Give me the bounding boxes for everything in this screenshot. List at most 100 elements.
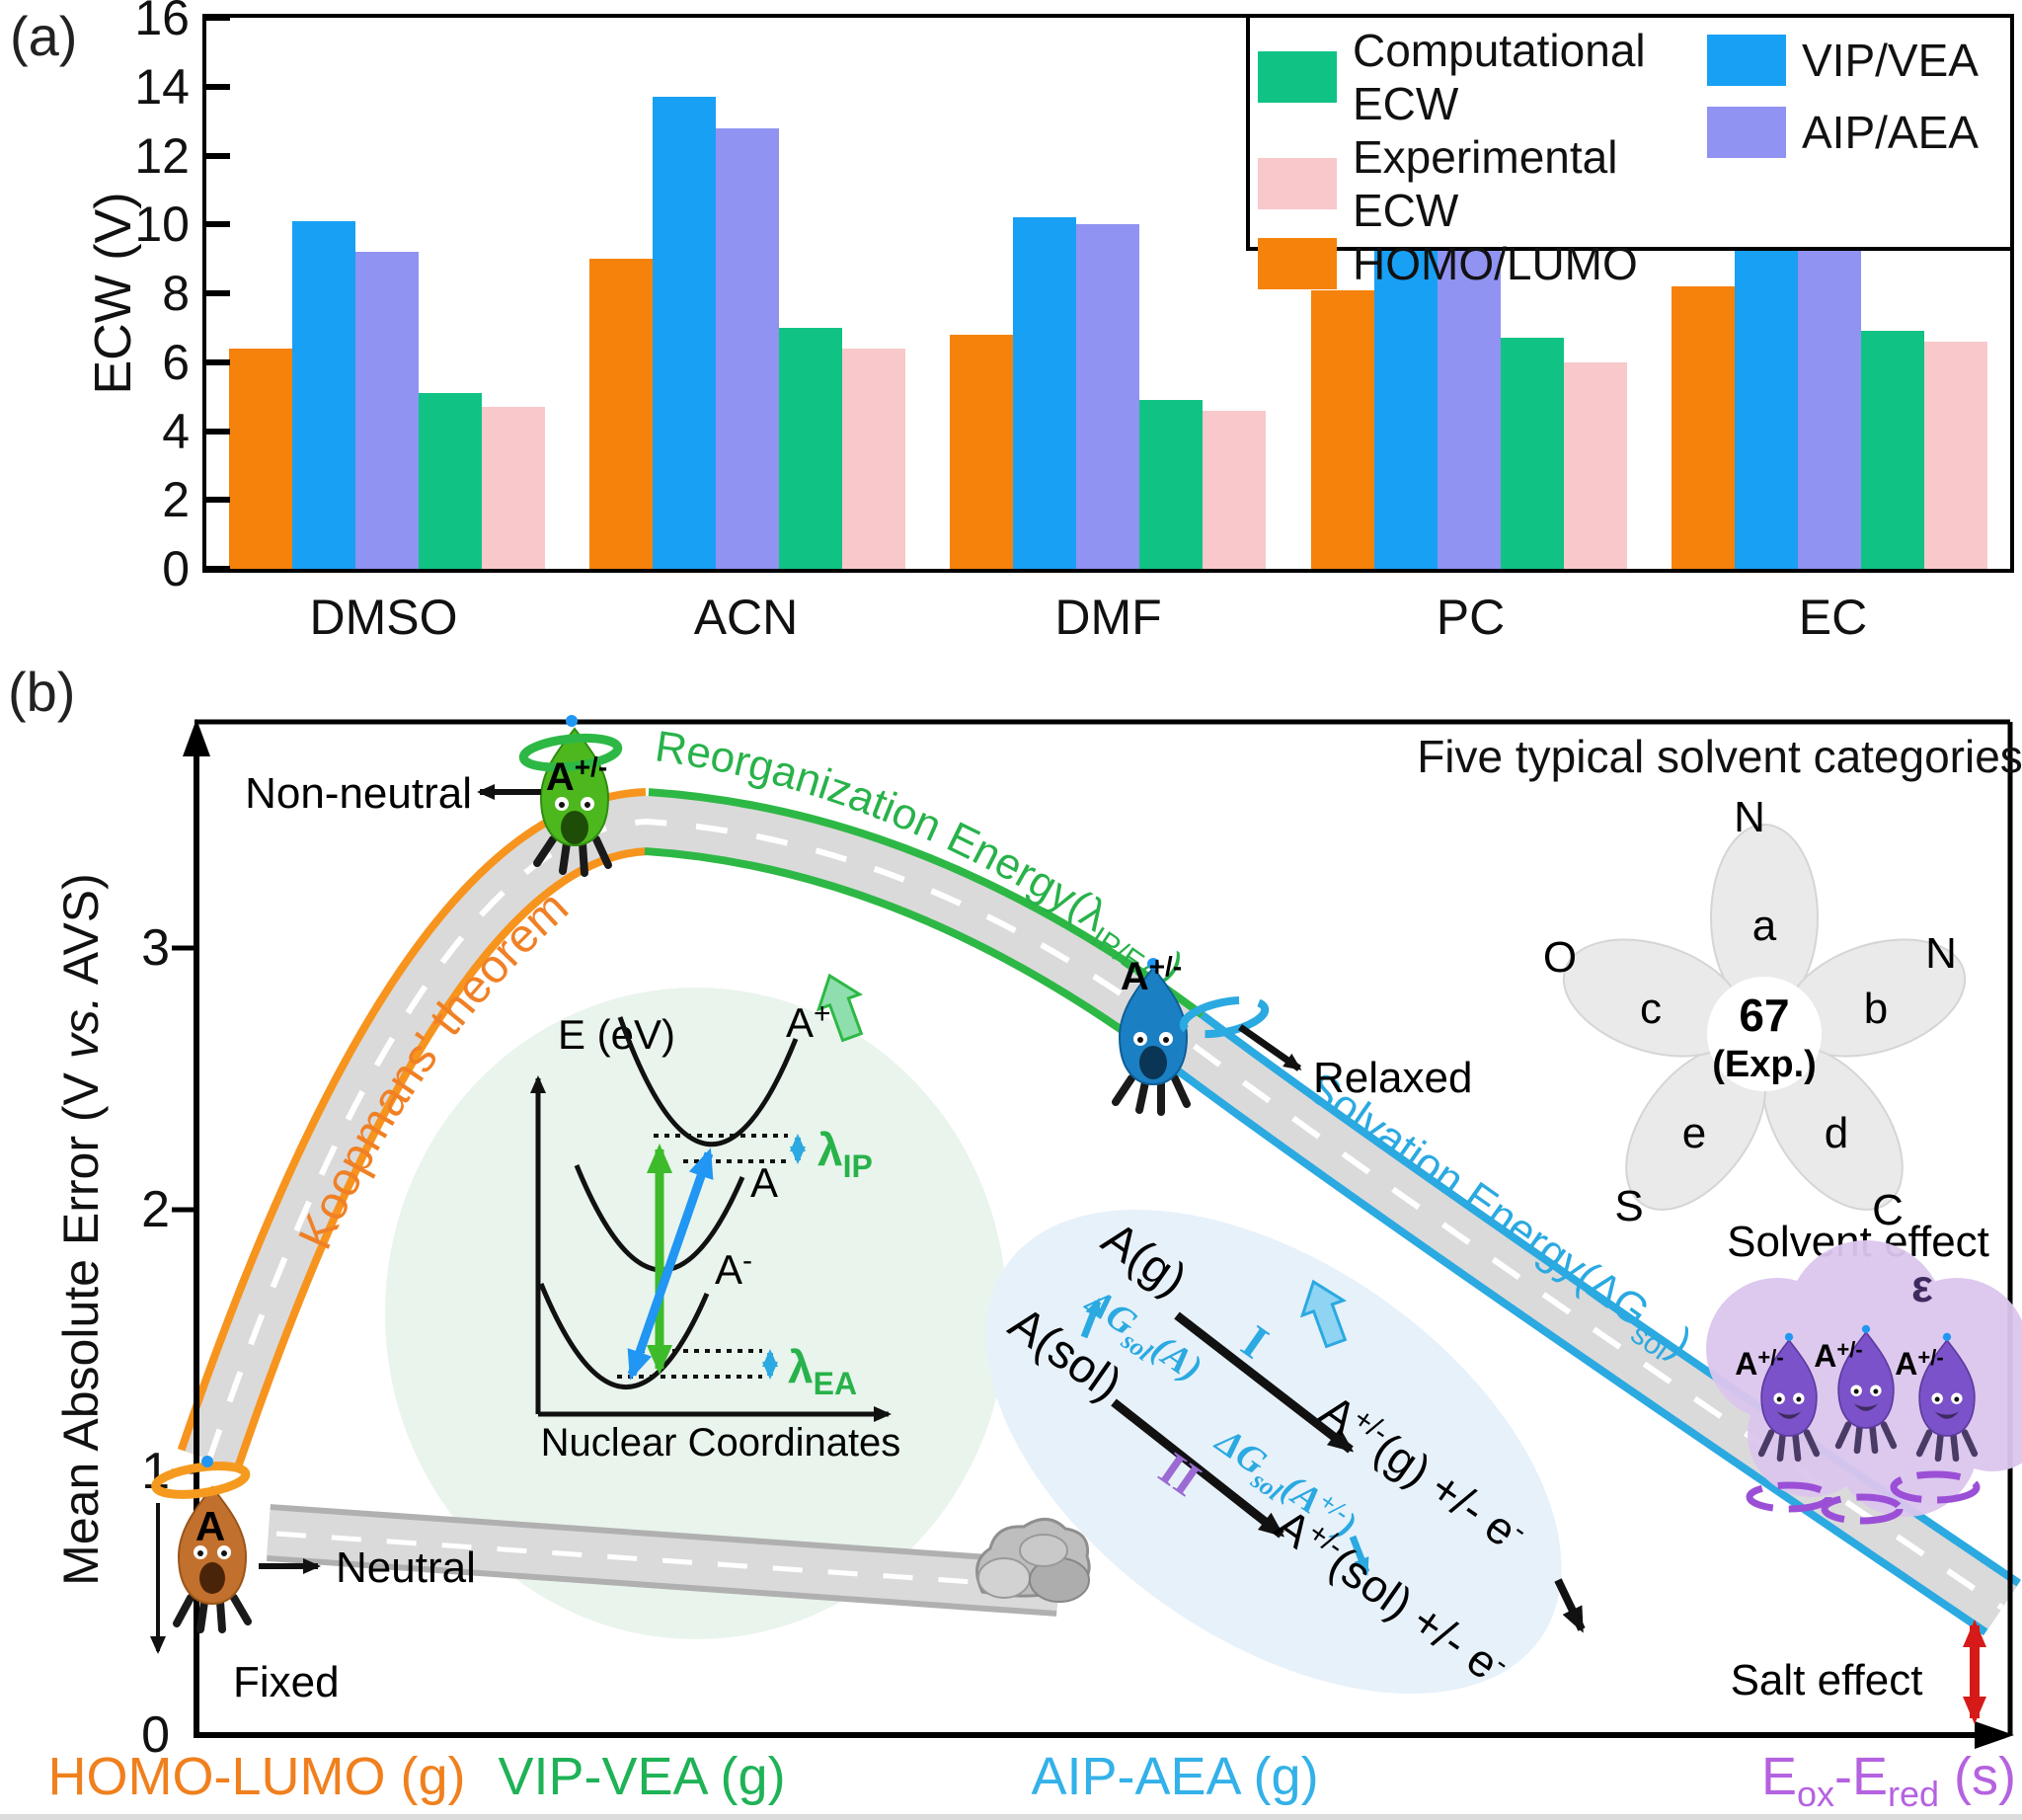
bar-chart-legend: Computational ECW Experimental ECW HOMO/…	[1246, 14, 2014, 289]
legend-swatch-computational-ecw	[1258, 51, 1337, 103]
body	[1760, 1338, 1818, 1437]
category-label-ACN: ACN	[693, 590, 799, 645]
x-label-vip-vea: VIP-VEA (g)	[498, 1747, 786, 1806]
fallen-rings-icon	[1746, 1470, 1981, 1525]
bar-group-DMF	[950, 217, 1267, 569]
y-tick-label-16: 16	[134, 0, 190, 45]
y-tick-mark-4	[206, 428, 230, 435]
bar-aip-aea-ACN	[716, 128, 780, 569]
bar-group-ACN	[589, 97, 906, 569]
lambda-ea-label: λEA	[788, 1341, 857, 1401]
ered-sub: red	[1888, 1773, 1940, 1814]
a-minus-label: A-	[715, 1244, 752, 1293]
y-tick-label-2: 2	[162, 472, 190, 528]
legend-label: HOMO/LUMO	[1353, 238, 1638, 289]
adiabatic-transition-arrow-blue	[627, 1147, 714, 1381]
non-neutral-ion-label: A+/-	[546, 752, 607, 799]
dgsol-ion-down-arrow	[1349, 1535, 1370, 1576]
road-y-tick-label-3: 3	[141, 919, 170, 977]
petal-tip-e: S	[1614, 1182, 1643, 1230]
body	[539, 727, 610, 847]
legend-item-homo-lumo: HOMO/LUMO	[1258, 237, 1707, 290]
y-tick-mark-12	[206, 152, 230, 159]
inset-energy-diagram: E (eV) Nuclear Coordinates A+ A A- λIP λ…	[530, 997, 901, 1464]
eox-e: E	[1760, 1747, 1797, 1806]
purple-ion-character-2	[1834, 1324, 1898, 1455]
scheme-arrow-step1	[1174, 1311, 1355, 1454]
petal-tip-c: O	[1543, 933, 1577, 982]
orange-neutral-character: A Neutral Fixed	[150, 1456, 476, 1706]
legend-item-aip-aea: AIP/AEA	[1707, 106, 2002, 159]
body	[1837, 1330, 1895, 1429]
road-y-tick-label-0: 0	[141, 1706, 170, 1764]
mouth	[1139, 1046, 1167, 1079]
salt-effect-label: Salt effect	[1731, 1656, 1923, 1704]
bar-homo-lumo-ACN	[589, 259, 654, 569]
legend-column-1: Computational ECW Experimental ECW HOMO/…	[1258, 24, 1707, 289]
ion-label-3: A+/-	[1895, 1345, 1943, 1382]
bar-experimental-ecw-PC	[1563, 362, 1627, 569]
bar-homo-lumo-PC	[1310, 290, 1374, 569]
eox-sub: ox	[1796, 1773, 1834, 1814]
y-tick-label-12: 12	[134, 127, 190, 184]
rocks-icon	[975, 1518, 1091, 1603]
relaxed-arrow	[1237, 1024, 1302, 1071]
legend-swatch-vip-vea	[1707, 34, 1786, 86]
bar-chart-category-labels: DMSO ACN DMF PC EC	[202, 589, 2014, 646]
petal-letter-c: c	[1640, 985, 1662, 1033]
legend-column-2: VIP/VEA AIP/AEA	[1707, 24, 2002, 241]
legs	[173, 1594, 252, 1633]
legend-label: AIP/AEA	[1802, 106, 1979, 158]
halo-icon	[151, 1462, 251, 1499]
legs	[1112, 1074, 1191, 1116]
bar-aip-aea-DMSO	[354, 252, 419, 569]
flower-petals	[1562, 824, 1967, 1211]
up-arrow-green-icon	[816, 973, 864, 1043]
bar-group-DMSO	[228, 221, 545, 569]
legend-item-experimental-ecw: Experimental ECW	[1258, 130, 1707, 237]
solvent-effect-group: Solvent effect ε	[1706, 1218, 2022, 1525]
bar-experimental-ecw-ACN	[842, 349, 906, 569]
purple-ion-character-1	[1757, 1332, 1821, 1463]
flower-center-exp: (Exp.)	[1712, 1044, 1817, 1085]
fixed-label: Fixed	[233, 1658, 340, 1706]
legend-item-computational-ecw: Computational ECW	[1258, 24, 1707, 130]
x-label-homo-lumo: HOMO-LUMO (g)	[47, 1747, 466, 1806]
bar-homo-lumo-DMSO	[228, 349, 292, 569]
legend-swatch-experimental-ecw	[1258, 158, 1337, 209]
smile	[1934, 1411, 1960, 1419]
relaxed-ion-label: A+/-	[1121, 951, 1182, 998]
bar-aip-aea-DMF	[1076, 224, 1140, 569]
smile	[1776, 1411, 1802, 1419]
green-ion-character: A+/- Non-neutral	[245, 715, 623, 877]
y-tick-mark-8	[206, 290, 230, 296]
up-arrow-blue-icon	[1299, 1279, 1348, 1349]
body	[177, 1485, 248, 1606]
legend-label: Computational ECW	[1353, 25, 1646, 129]
y-tick-mark-6	[206, 358, 230, 365]
neutral-molecule-label: A	[195, 1503, 225, 1549]
inset-x-axis-label: Nuclear Coordinates	[541, 1421, 901, 1464]
bar-homo-lumo-EC	[1672, 286, 1736, 569]
bar-experimental-ecw-DMSO	[481, 407, 545, 569]
a-label: A	[750, 1159, 778, 1206]
eox-post: (s)	[1939, 1747, 2016, 1806]
legs	[533, 835, 612, 877]
category-label-PC: PC	[1436, 590, 1506, 645]
parabola-a-plus	[617, 1016, 799, 1147]
solvated-ion-characters	[1757, 1324, 1979, 1463]
scheme-exit-arrow	[1554, 1578, 1586, 1633]
bar-computational-ecw-PC	[1500, 338, 1564, 569]
y-tick-mark-14	[206, 83, 230, 90]
mouth	[199, 1562, 225, 1594]
y-tick-label-4: 4	[162, 403, 190, 459]
y-tick-label-8: 8	[162, 266, 190, 321]
legs	[1834, 1421, 1898, 1455]
category-label-DMF: DMF	[1054, 590, 1162, 645]
y-tick-label-0: 0	[162, 541, 190, 596]
body	[1118, 966, 1189, 1086]
bar-vip-vea-DMF	[1013, 217, 1077, 569]
ered-e: -E	[1834, 1747, 1888, 1806]
